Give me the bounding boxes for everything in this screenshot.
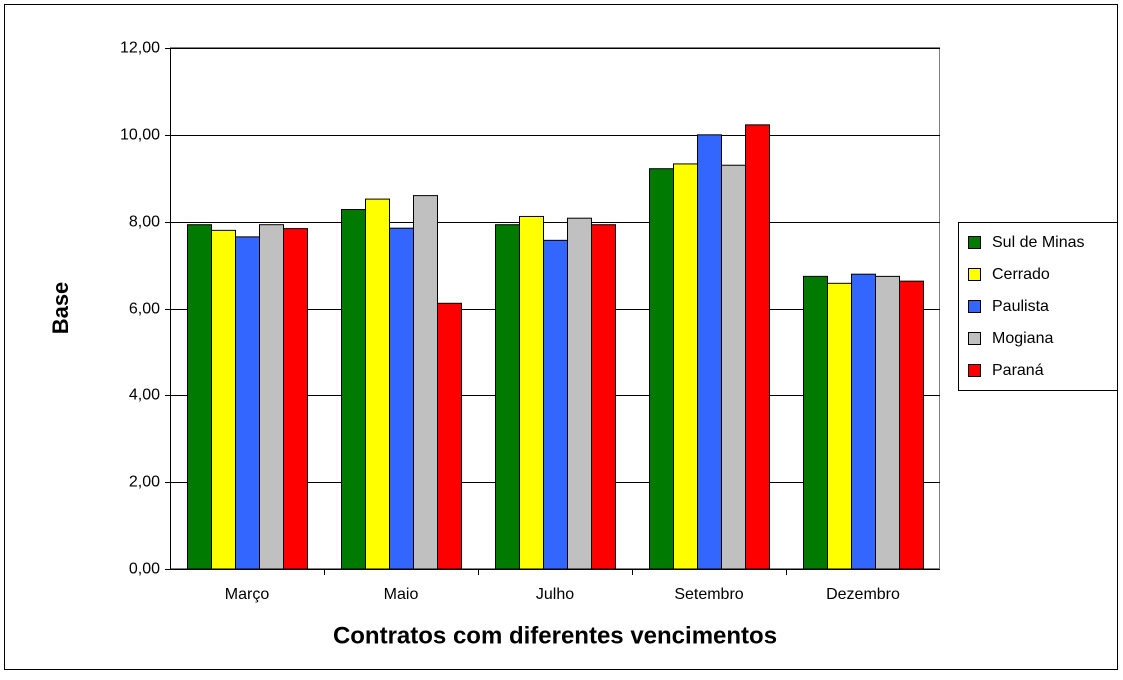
bar — [745, 124, 770, 570]
legend-label: Paulista — [992, 298, 1049, 315]
y-tick-label: 2,00 — [129, 474, 160, 491]
bar — [803, 275, 828, 570]
bar — [211, 229, 236, 570]
bar — [851, 273, 876, 570]
legend-swatch — [968, 236, 981, 249]
x-tick-label: Setembro — [674, 586, 743, 603]
y-tick-label: 8,00 — [129, 214, 160, 231]
legend-swatch — [968, 332, 981, 345]
legend-label: Mogiana — [992, 330, 1053, 347]
bar — [875, 275, 900, 570]
bar — [413, 195, 438, 570]
bar — [567, 217, 592, 570]
x-tick-label: Março — [225, 586, 270, 603]
legend-label: Sul de Minas — [992, 234, 1085, 251]
bar — [259, 224, 284, 570]
y-axis-title: Base — [48, 282, 73, 335]
x-tick-label: Dezembro — [826, 586, 900, 603]
bar — [519, 215, 544, 570]
bar — [697, 134, 722, 570]
bar — [187, 224, 212, 570]
legend-swatch — [968, 364, 981, 377]
bar — [649, 168, 674, 570]
x-axis-title: Contratos com diferentes vencimentos — [333, 622, 777, 649]
bar — [365, 198, 390, 570]
bar — [283, 228, 308, 570]
y-tick-label: 6,00 — [129, 301, 160, 318]
bar — [341, 209, 366, 570]
bar — [721, 164, 746, 570]
legend-label: Paraná — [992, 362, 1044, 379]
bar — [543, 239, 568, 570]
bar — [437, 302, 462, 570]
y-tick-label: 12,00 — [120, 40, 160, 57]
y-tick-label: 10,00 — [120, 127, 160, 144]
bar — [495, 224, 520, 570]
legend-swatch — [968, 300, 981, 313]
x-tick-label: Maio — [384, 586, 419, 603]
bar — [389, 227, 414, 570]
y-tick-label: 0,00 — [129, 561, 160, 578]
x-tick-label: Julho — [536, 586, 574, 603]
legend-label: Cerrado — [992, 266, 1050, 283]
bar — [235, 236, 260, 570]
bar — [673, 163, 698, 570]
legend-swatch — [968, 268, 981, 281]
y-tick-label: 4,00 — [129, 387, 160, 404]
bar — [591, 224, 616, 570]
bar — [827, 282, 852, 570]
legend — [958, 222, 1118, 391]
bar — [899, 280, 924, 570]
